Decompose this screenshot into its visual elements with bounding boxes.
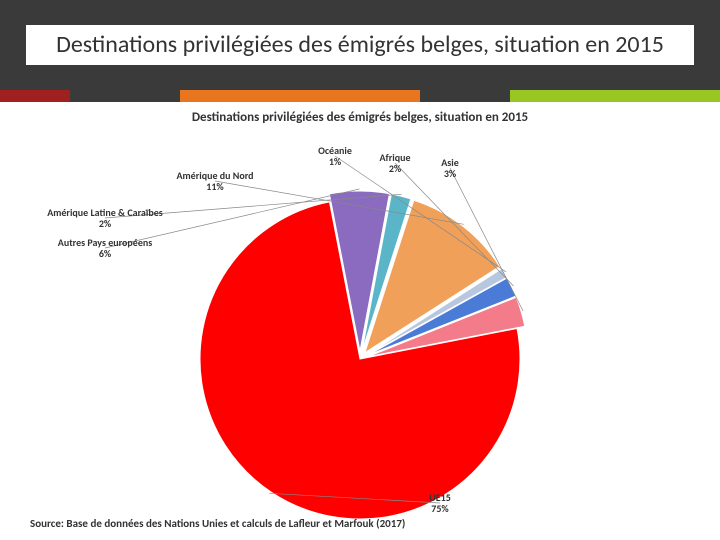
- strip-segment: [0, 90, 70, 102]
- slice-label-pct: 11%: [155, 181, 275, 192]
- slice-label-pct: 2%: [45, 218, 165, 229]
- strip-segment: [420, 90, 510, 102]
- strip-segment: [510, 90, 720, 102]
- slice-label: Autres Pays européens6%: [45, 237, 165, 259]
- strip-segment: [180, 90, 420, 102]
- slice-label-pct: 6%: [45, 248, 165, 259]
- slice-label-pct: 3%: [390, 168, 510, 179]
- strip-segment: [70, 90, 180, 102]
- chart-area: Destinations privilégiées des émigrés be…: [0, 102, 720, 540]
- chart-source: Source: Base de données des Nations Unie…: [30, 517, 405, 530]
- slice-label: Amérique du Nord11%: [155, 170, 275, 192]
- slice-label: Asie3%: [390, 157, 510, 179]
- slice-label: Amérique Latine & Caraïbes2%: [45, 207, 165, 229]
- color-strip: [0, 90, 720, 102]
- slice-label-pct: 75%: [380, 503, 500, 514]
- chart-title: Destinations privilégiées des émigrés be…: [0, 102, 720, 125]
- slide-title: Destinations privilégiées des émigrés be…: [26, 25, 694, 66]
- slide-header: Destinations privilégiées des émigrés be…: [0, 0, 720, 90]
- pie-chart: [0, 129, 720, 529]
- slice-label: UE1575%: [380, 492, 500, 514]
